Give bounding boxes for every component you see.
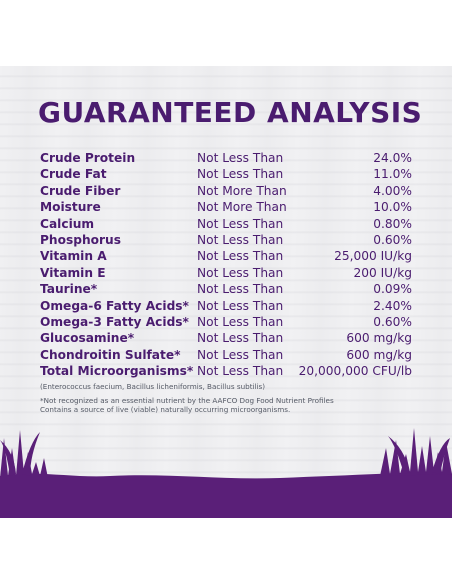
- table-row: Crude Protein Not Less Than 24.0%: [40, 150, 412, 166]
- table-row: Glucosamine* Not Less Than 600 mg/kg: [40, 330, 412, 346]
- nutrient-value: 0.60%: [373, 314, 412, 329]
- table-row: Calcium Not Less Than 0.80%: [40, 216, 412, 232]
- nutrient-name: Glucosamine*: [40, 331, 135, 346]
- nutrient-name: Calcium: [40, 216, 95, 231]
- nutrient-value: 200 IU/kg: [353, 265, 412, 280]
- nutrient-value: 20,000,000 CFU/lb: [298, 364, 412, 379]
- nutrient-value: 4.00%: [373, 183, 412, 198]
- analysis-table: Crude Protein Not Less Than 24.0% Crude …: [40, 150, 412, 379]
- nutrient-name: Crude Fat: [40, 167, 107, 182]
- nutrient-value: 0.80%: [373, 216, 412, 231]
- nutrient-name: Moisture: [40, 200, 101, 215]
- nutrient-value: 600 mg/kg: [346, 331, 412, 346]
- nutrient-qualifier: Not Less Than: [197, 282, 284, 297]
- nutrient-value: 25,000 IU/kg: [334, 249, 412, 264]
- nutrient-qualifier: Not Less Than: [197, 249, 284, 264]
- strains-note: (Enterococcus faecium, Bacillus lichenif…: [40, 382, 266, 391]
- nutrient-qualifier: Not Less Than: [197, 167, 284, 182]
- nutrient-name: Total Microorganisms*: [40, 364, 194, 379]
- nutrient-name: Crude Protein: [40, 151, 136, 165]
- nutrient-qualifier: Not Less Than: [197, 298, 284, 313]
- nutrient-value: 2.40%: [373, 298, 412, 313]
- footnote-line: *Not recognized as an essential nutrient…: [40, 396, 334, 405]
- nutrient-value: 24.0%: [373, 151, 412, 165]
- table-row: Phosphorus Not Less Than 0.60%: [40, 232, 412, 248]
- table-row: Omega-6 Fatty Acids* Not Less Than 2.40%: [40, 298, 412, 314]
- nutrient-qualifier: Not Less Than: [197, 232, 284, 247]
- analysis-panel: GUARANTEED ANALYSIS Crude Protein Not Le…: [0, 66, 452, 518]
- nutrient-qualifier: Not Less Than: [197, 151, 284, 165]
- nutrient-value: 600 mg/kg: [346, 347, 412, 362]
- table-row: Crude Fiber Not More Than 4.00%: [40, 183, 412, 199]
- nutrient-qualifier: Not Less Than: [197, 364, 284, 379]
- table-row: Moisture Not More Than 10.0%: [40, 199, 412, 215]
- nutrient-name: Vitamin A: [40, 249, 107, 264]
- nutrient-value: 11.0%: [373, 167, 412, 182]
- table-row: Vitamin A Not Less Than 25,000 IU/kg: [40, 248, 412, 264]
- table-row: Vitamin E Not Less Than 200 IU/kg: [40, 265, 412, 281]
- nutrient-name: Crude Fiber: [40, 183, 121, 198]
- nutrient-qualifier: Not Less Than: [197, 314, 284, 329]
- footnote: *Not recognized as an essential nutrient…: [40, 396, 334, 414]
- nutrient-qualifier: Not Less Than: [197, 216, 284, 231]
- table-row: Total Microorganisms* Not Less Than 20,0…: [40, 363, 412, 379]
- nutrient-value: 0.09%: [373, 282, 412, 297]
- nutrient-qualifier: Not Less Than: [197, 347, 284, 362]
- nutrient-name: Phosphorus: [40, 232, 121, 247]
- nutrient-qualifier: Not More Than: [197, 200, 287, 215]
- table-row: Chondroitin Sulfate* Not Less Than 600 m…: [40, 347, 412, 363]
- nutrient-qualifier: Not More Than: [197, 183, 287, 198]
- nutrient-name: Taurine*: [40, 282, 98, 297]
- table-row: Taurine* Not Less Than 0.09%: [40, 281, 412, 297]
- nutrient-qualifier: Not Less Than: [197, 265, 284, 280]
- nutrient-value: 0.60%: [373, 232, 412, 247]
- nutrient-name: Omega-3 Fatty Acids*: [40, 314, 189, 329]
- nutrient-name: Vitamin E: [40, 265, 106, 280]
- table-row: Omega-3 Fatty Acids* Not Less Than 0.60%: [40, 314, 412, 330]
- nutrient-name: Omega-6 Fatty Acids*: [40, 298, 189, 313]
- footnote-line: Contains a source of live (viable) natur…: [40, 405, 291, 414]
- nutrient-name: Chondroitin Sulfate*: [40, 347, 181, 362]
- page-title: GUARANTEED ANALYSIS: [38, 96, 423, 129]
- nutrient-value: 10.0%: [373, 200, 412, 215]
- table-row: Crude Fat Not Less Than 11.0%: [40, 166, 412, 182]
- nutrient-qualifier: Not Less Than: [197, 331, 284, 346]
- grass-decoration: [0, 428, 452, 518]
